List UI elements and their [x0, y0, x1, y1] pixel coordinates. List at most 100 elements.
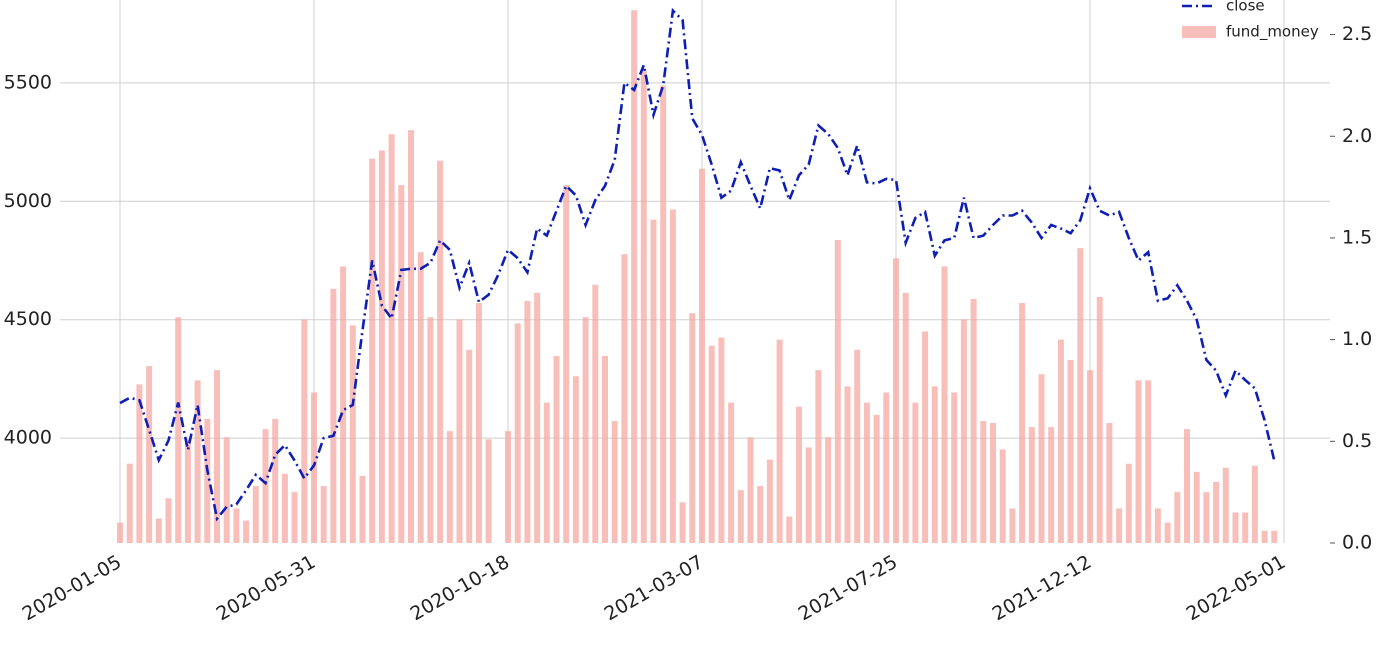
bar	[291, 492, 298, 543]
bar	[931, 386, 938, 543]
bar	[126, 463, 133, 543]
bar	[825, 437, 832, 543]
bar	[1028, 427, 1035, 543]
bar	[1154, 508, 1161, 543]
bar	[621, 254, 628, 543]
bar	[563, 185, 570, 543]
bar	[883, 392, 890, 543]
bar	[165, 498, 172, 543]
bar	[1164, 522, 1171, 543]
x-tick-label: 2021-03-07	[601, 551, 708, 625]
bar	[136, 384, 143, 543]
bar	[272, 418, 279, 543]
bar	[951, 392, 958, 543]
bar	[437, 160, 444, 544]
bar	[582, 317, 589, 543]
bar	[485, 439, 492, 543]
bar	[146, 366, 153, 543]
bar	[1184, 429, 1190, 543]
bar	[669, 209, 676, 543]
bar	[1203, 492, 1210, 543]
bar	[301, 319, 308, 543]
legend-swatch	[1182, 26, 1216, 38]
bar	[1057, 339, 1064, 543]
x-tick-label: 2021-12-12	[989, 551, 1096, 625]
bar	[776, 339, 783, 543]
bar	[1087, 370, 1093, 543]
bar	[1067, 359, 1074, 543]
bar	[766, 459, 773, 543]
bar	[514, 323, 521, 543]
bar	[223, 437, 230, 543]
line	[119, 7, 1276, 522]
bar	[155, 518, 162, 543]
bar	[252, 486, 259, 543]
bar	[602, 355, 608, 543]
bar	[980, 420, 987, 543]
bar	[718, 337, 725, 543]
bar	[398, 185, 405, 543]
bar	[1019, 303, 1026, 543]
bar	[417, 252, 424, 543]
bar	[175, 317, 182, 543]
bar	[1242, 512, 1249, 543]
x-tick-label: 2020-05-31	[213, 551, 320, 625]
bar	[534, 292, 541, 543]
bar	[475, 303, 482, 543]
bar	[844, 386, 851, 543]
y-tick-label: 4000	[4, 427, 52, 449]
bar	[689, 313, 696, 543]
bar	[737, 490, 744, 543]
bar	[922, 331, 929, 543]
bar	[1077, 248, 1084, 543]
y-tick-label: 5500	[4, 71, 52, 93]
bar	[912, 402, 919, 543]
bar	[204, 418, 211, 543]
bar	[815, 370, 822, 543]
bar	[330, 288, 337, 543]
bar	[893, 258, 899, 543]
bar	[902, 292, 909, 543]
bar	[757, 486, 764, 543]
y2-tick-label: 2.5	[1342, 23, 1372, 45]
bar	[1106, 423, 1113, 543]
bar	[1096, 296, 1103, 543]
y2-tick-label: 0.0	[1342, 532, 1372, 554]
bar	[941, 266, 948, 543]
bar	[786, 516, 793, 543]
bar	[728, 402, 735, 543]
bar	[1125, 463, 1132, 543]
bar	[1135, 380, 1142, 543]
bar	[378, 150, 385, 543]
bar	[611, 420, 618, 543]
bar	[660, 85, 667, 543]
bar	[233, 508, 240, 543]
bar	[1261, 530, 1268, 543]
bar	[1232, 512, 1239, 543]
bar	[456, 319, 463, 543]
bar	[650, 219, 657, 543]
bar	[834, 239, 841, 543]
bar	[359, 475, 366, 543]
bar	[340, 266, 347, 543]
bar	[854, 349, 861, 543]
bar	[466, 349, 473, 543]
bar	[320, 486, 327, 543]
bar	[1116, 508, 1123, 543]
bar	[960, 319, 967, 543]
x-tick-label: 2020-10-18	[407, 551, 514, 625]
bar	[505, 431, 511, 543]
bar	[1048, 427, 1055, 543]
x-tick-label: 2021-07-25	[795, 551, 902, 625]
bar	[408, 130, 414, 544]
bar	[369, 158, 376, 543]
bar	[1222, 467, 1229, 543]
bar	[747, 437, 754, 543]
bar	[262, 429, 269, 543]
bar	[1009, 508, 1016, 543]
bar	[184, 439, 191, 543]
x-tick-label: 2020-01-05	[19, 551, 126, 625]
legend-label: fund_money	[1226, 23, 1319, 42]
